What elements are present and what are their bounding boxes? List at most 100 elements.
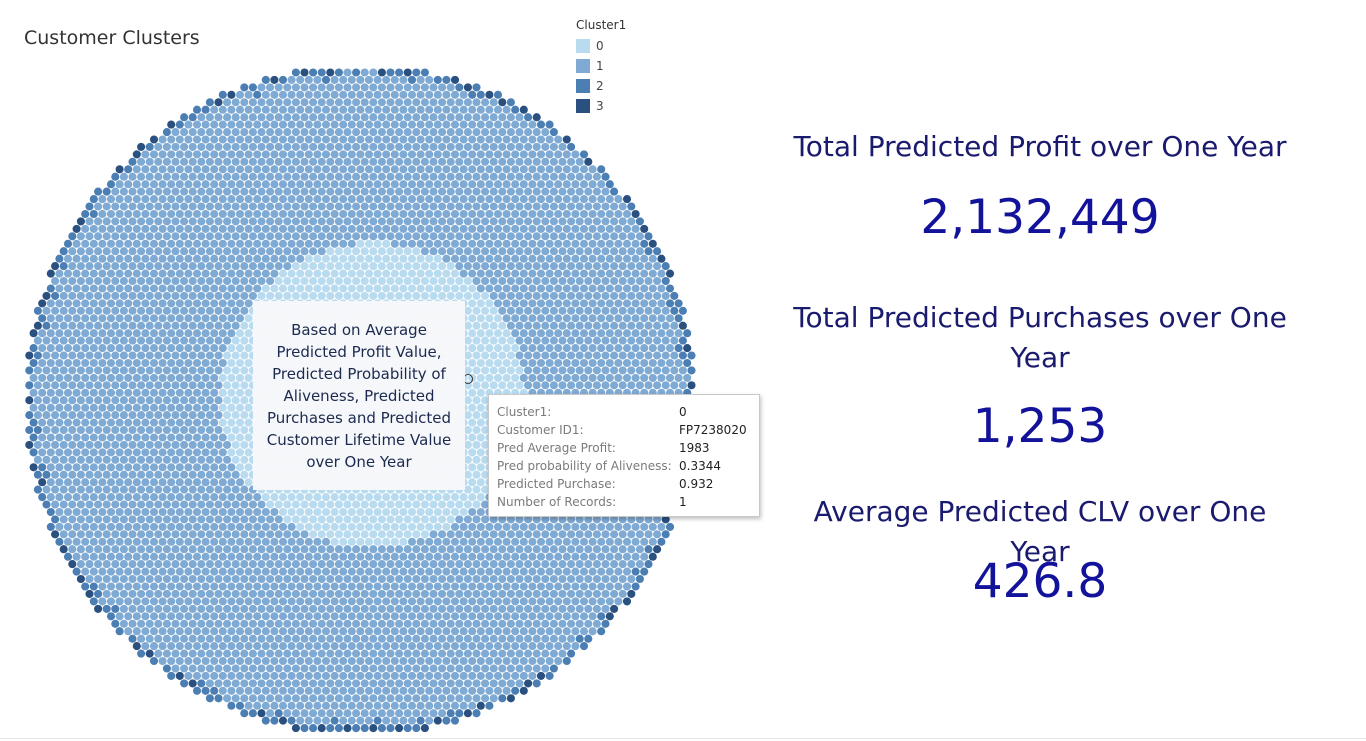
cluster-mark[interactable]: [223, 128, 232, 137]
cluster-mark[interactable]: [296, 537, 305, 546]
cluster-mark[interactable]: [356, 135, 365, 144]
cluster-mark[interactable]: [614, 195, 623, 204]
cluster-mark[interactable]: [149, 612, 159, 621]
cluster-mark[interactable]: [180, 485, 189, 494]
cluster-mark[interactable]: [223, 247, 232, 256]
cluster-mark[interactable]: [115, 418, 124, 427]
cluster-mark[interactable]: [395, 247, 404, 256]
cluster-mark[interactable]: [545, 627, 554, 636]
cluster-mark[interactable]: [68, 262, 77, 271]
cluster-mark[interactable]: [498, 291, 507, 300]
cluster-mark[interactable]: [485, 373, 494, 382]
cluster-mark[interactable]: [571, 195, 580, 204]
cluster-mark[interactable]: [42, 470, 51, 479]
cluster-mark[interactable]: [119, 202, 128, 211]
cluster-mark[interactable]: [313, 135, 322, 144]
cluster-mark[interactable]: [472, 619, 481, 628]
cluster-mark[interactable]: [558, 232, 567, 241]
cluster-mark[interactable]: [197, 291, 206, 300]
cluster-mark[interactable]: [192, 567, 202, 576]
cluster-mark[interactable]: [59, 381, 68, 390]
cluster-mark[interactable]: [511, 597, 520, 606]
cluster-mark[interactable]: [33, 440, 42, 449]
cluster-mark[interactable]: [347, 120, 356, 129]
cluster-mark[interactable]: [149, 373, 159, 382]
cluster-mark[interactable]: [420, 276, 429, 286]
cluster-mark[interactable]: [167, 567, 176, 576]
cluster-mark[interactable]: [326, 247, 335, 256]
cluster-mark[interactable]: [137, 306, 146, 315]
cluster-mark[interactable]: [472, 604, 481, 613]
cluster-mark[interactable]: [59, 545, 68, 554]
cluster-mark[interactable]: [94, 187, 103, 196]
cluster-mark[interactable]: [554, 195, 563, 204]
cluster-mark[interactable]: [476, 120, 485, 129]
cluster-mark[interactable]: [72, 254, 81, 263]
cluster-mark[interactable]: [317, 128, 326, 137]
cluster-mark[interactable]: [158, 209, 167, 219]
cluster-mark[interactable]: [162, 574, 171, 584]
cluster-mark[interactable]: [171, 515, 180, 524]
cluster-mark[interactable]: [597, 299, 606, 308]
cluster-mark[interactable]: [446, 291, 455, 300]
cluster-mark[interactable]: [98, 552, 107, 561]
cluster-mark[interactable]: [106, 209, 116, 219]
cluster-mark[interactable]: [562, 150, 571, 159]
cluster-mark[interactable]: [115, 299, 124, 308]
cluster-mark[interactable]: [485, 567, 494, 576]
cluster-mark[interactable]: [438, 247, 447, 256]
cluster-mark[interactable]: [240, 351, 249, 360]
cluster-mark[interactable]: [528, 522, 537, 531]
cluster-mark[interactable]: [493, 567, 503, 576]
cluster-mark[interactable]: [352, 232, 361, 241]
cluster-mark[interactable]: [399, 269, 408, 278]
cluster-mark[interactable]: [571, 329, 580, 338]
cluster-mark[interactable]: [498, 560, 507, 569]
cluster-mark[interactable]: [149, 180, 159, 189]
cluster-mark[interactable]: [614, 344, 623, 353]
cluster-mark[interactable]: [94, 455, 103, 464]
cluster-mark[interactable]: [506, 306, 515, 315]
cluster-mark[interactable]: [425, 627, 434, 636]
cluster-mark[interactable]: [356, 195, 365, 204]
cluster-mark[interactable]: [485, 284, 494, 293]
cluster-mark[interactable]: [433, 135, 442, 144]
cluster-mark[interactable]: [205, 113, 214, 122]
cluster-mark[interactable]: [390, 254, 399, 263]
cluster-mark[interactable]: [42, 440, 51, 449]
cluster-mark[interactable]: [106, 373, 116, 382]
cluster-mark[interactable]: [124, 597, 133, 606]
cluster-mark[interactable]: [511, 209, 520, 219]
cluster-mark[interactable]: [167, 284, 176, 293]
cluster-mark[interactable]: [197, 619, 206, 628]
cluster-mark[interactable]: [261, 612, 270, 621]
cluster-mark[interactable]: [330, 552, 339, 561]
cluster-mark[interactable]: [425, 269, 434, 278]
cluster-mark[interactable]: [197, 336, 206, 345]
cluster-mark[interactable]: [588, 522, 597, 531]
cluster-mark[interactable]: [154, 396, 163, 405]
cluster-mark[interactable]: [562, 612, 571, 621]
cluster-mark[interactable]: [377, 619, 386, 628]
cluster-mark[interactable]: [154, 202, 163, 211]
cluster-mark[interactable]: [459, 582, 468, 591]
cluster-mark[interactable]: [89, 463, 98, 472]
cluster-mark[interactable]: [545, 522, 554, 531]
cluster-mark[interactable]: [498, 232, 507, 241]
cluster-mark[interactable]: [364, 522, 374, 531]
cluster-mark[interactable]: [141, 433, 150, 442]
cluster-mark[interactable]: [575, 560, 584, 569]
cluster-mark[interactable]: [352, 128, 361, 137]
cluster-mark[interactable]: [253, 254, 262, 263]
cluster-mark[interactable]: [115, 358, 124, 368]
cluster-mark[interactable]: [214, 485, 223, 494]
cluster-mark[interactable]: [463, 306, 472, 315]
cluster-mark[interactable]: [278, 493, 288, 502]
cluster-mark[interactable]: [235, 269, 245, 278]
cluster-mark[interactable]: [429, 560, 438, 569]
cluster-mark[interactable]: [412, 276, 421, 286]
cluster-mark[interactable]: [274, 232, 283, 241]
cluster-mark[interactable]: [356, 224, 365, 233]
cluster-mark[interactable]: [227, 135, 236, 144]
cluster-mark[interactable]: [274, 262, 283, 271]
